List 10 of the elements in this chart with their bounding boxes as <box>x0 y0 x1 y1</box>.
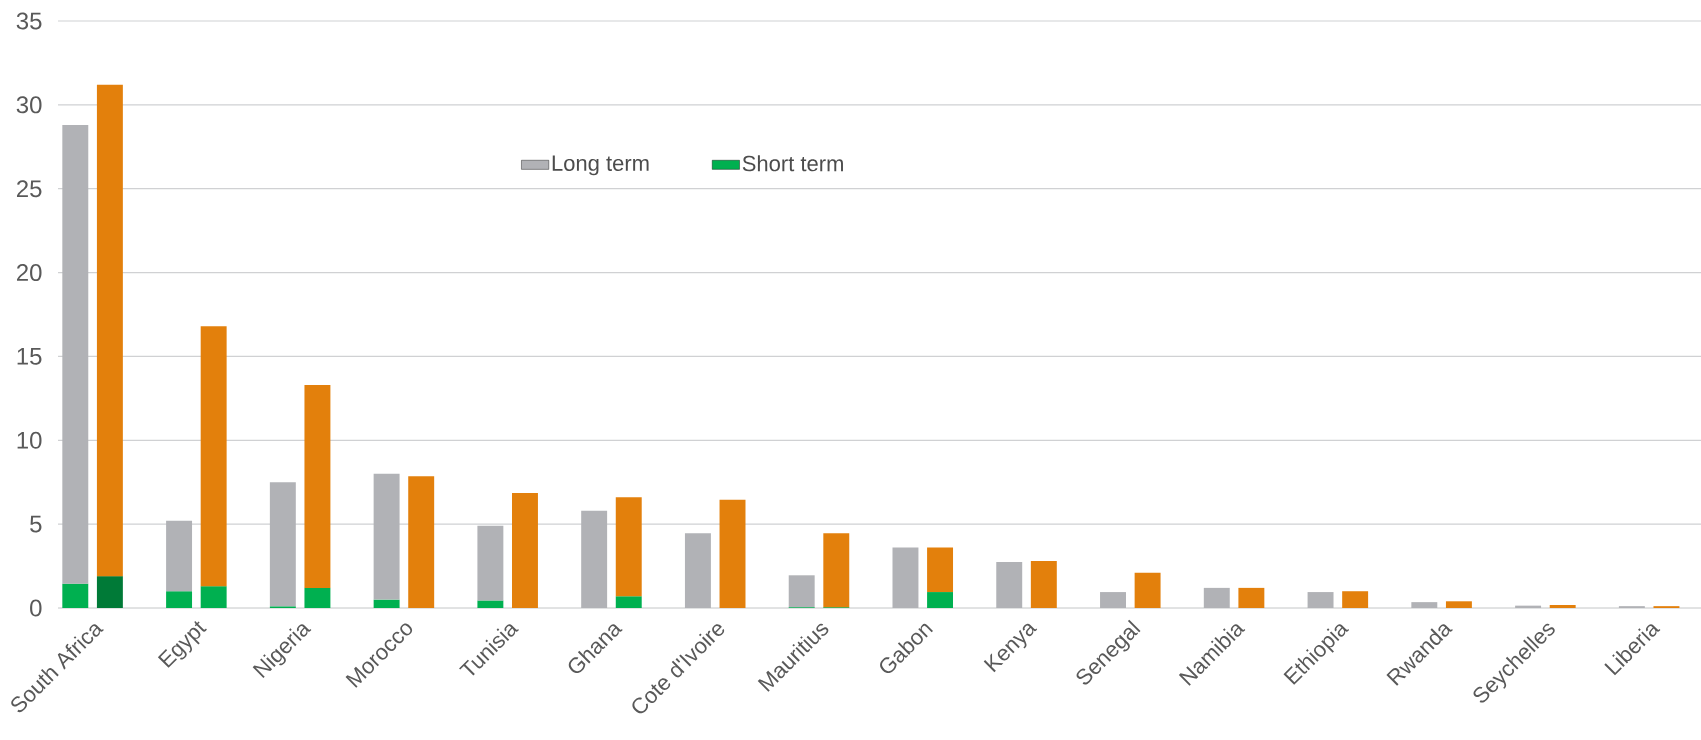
y-tick-label: 35 <box>16 12 42 30</box>
y-tick-label: 15 <box>17 348 42 365</box>
legend-label: Short term <box>742 155 843 172</box>
y-tick-label: 30 <box>16 96 42 114</box>
y-tick-label: 25 <box>16 180 42 198</box>
y-tick-label: 0 <box>30 599 42 617</box>
y-tick-label: 20 <box>16 264 42 282</box>
y-tick-label: 10 <box>17 431 42 449</box>
y-tick-label: 5 <box>30 515 42 533</box>
legend-label: Long term <box>552 155 649 176</box>
